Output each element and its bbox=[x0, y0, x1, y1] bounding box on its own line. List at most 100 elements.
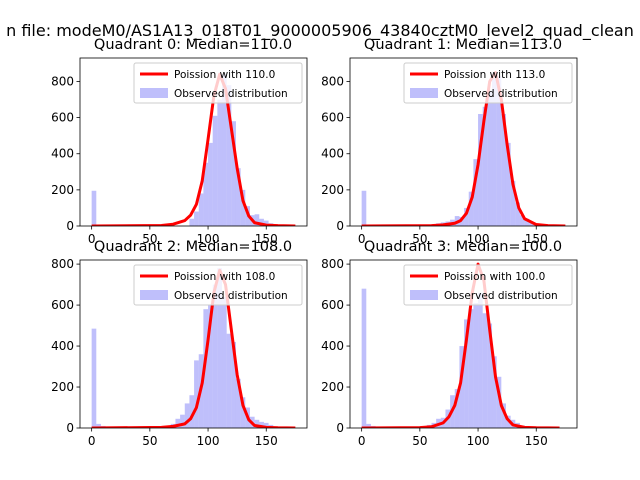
histogram-bar bbox=[263, 422, 269, 428]
histogram-bar bbox=[217, 99, 223, 226]
histogram-bar bbox=[366, 423, 371, 428]
histogram-bar bbox=[473, 159, 479, 226]
plot-area bbox=[361, 262, 560, 428]
y-tick-label: 600 bbox=[51, 298, 74, 312]
histogram-bar bbox=[473, 303, 479, 428]
histogram-bar bbox=[361, 190, 367, 226]
legend-box bbox=[133, 62, 303, 104]
histogram-bar bbox=[524, 218, 530, 226]
panel-title: Quadrant 2: Median=108.0 bbox=[94, 239, 292, 255]
histogram-bar bbox=[487, 90, 493, 226]
histogram-bar bbox=[505, 142, 511, 226]
histogram-bar bbox=[226, 85, 232, 226]
legend-label: Poission with 100.0 bbox=[444, 271, 545, 283]
panel-quadrant-0: Quadrant 0: Median=110.0 0 50 100 150 0 200 40… bbox=[51, 37, 308, 246]
axes-frame bbox=[349, 259, 578, 429]
y-tick-label: 0 bbox=[336, 219, 344, 233]
histogram-bar bbox=[464, 319, 469, 428]
y-tick-label: 400 bbox=[51, 147, 74, 161]
histogram-bar bbox=[496, 376, 502, 428]
axes-frame bbox=[79, 259, 308, 429]
histogram-bar bbox=[217, 268, 223, 428]
histogram-bar bbox=[189, 218, 195, 226]
legend-label: Observed distribution bbox=[444, 88, 558, 100]
histogram-bar bbox=[482, 106, 488, 226]
histogram-bar bbox=[259, 218, 264, 226]
y-tick-label: 800 bbox=[321, 257, 344, 271]
histogram-bar bbox=[464, 207, 469, 226]
legend-label: Observed distribution bbox=[174, 88, 288, 100]
y-tick-label: 200 bbox=[51, 183, 74, 197]
axes-frame bbox=[79, 57, 308, 227]
legend-label: Observed distribution bbox=[174, 290, 288, 302]
histogram-bar bbox=[529, 222, 534, 226]
histogram-bar bbox=[189, 395, 195, 428]
histogram-bar bbox=[91, 328, 97, 428]
panel-quadrant-1: Quadrant 1: Median=113.0 0 50 100 150 0 200 40… bbox=[321, 37, 578, 246]
histogram-bar bbox=[468, 191, 474, 226]
figure-suptitle: n file: modeM0/AS1A13_018T01_9000005906_… bbox=[6, 21, 634, 41]
legend-label: Poission with 113.0 bbox=[444, 69, 545, 81]
histogram-bar bbox=[91, 190, 97, 226]
x-tick-label: 150 bbox=[255, 232, 278, 246]
histogram-bar bbox=[361, 288, 367, 428]
histogram-bar bbox=[496, 76, 502, 226]
x-tick-label: 100 bbox=[197, 434, 220, 448]
axes-frame bbox=[349, 57, 578, 227]
histogram-bar bbox=[510, 180, 516, 226]
histogram-bar bbox=[203, 162, 209, 226]
histogram-bar bbox=[254, 214, 260, 226]
panel-quadrant-3: Quadrant 3: Median=100.0 0 50 100 150 0 200 40… bbox=[321, 239, 578, 448]
x-tick-label: 0 bbox=[358, 232, 366, 246]
y-tick-label: 0 bbox=[66, 219, 74, 233]
legend-patch-swatch bbox=[140, 290, 168, 300]
x-tick-label: 0 bbox=[358, 434, 366, 448]
histogram-bar bbox=[208, 142, 213, 226]
panel-quadrant-2: Quadrant 2: Median=108.0 0 50 100 150 0 200 40… bbox=[51, 239, 308, 448]
y-tick-label: 800 bbox=[51, 74, 74, 88]
histogram-bar bbox=[259, 421, 264, 428]
x-tick-label: 50 bbox=[142, 232, 157, 246]
y-tick-label: 200 bbox=[51, 380, 74, 394]
y-tick-label: 200 bbox=[321, 380, 344, 394]
x-tick-label: 100 bbox=[467, 434, 490, 448]
histogram-bar bbox=[501, 114, 506, 226]
histogram-bar bbox=[468, 309, 474, 428]
histogram-bar bbox=[184, 403, 190, 428]
y-tick-label: 600 bbox=[321, 111, 344, 125]
x-tick-label: 50 bbox=[412, 434, 427, 448]
x-tick-label: 150 bbox=[255, 434, 278, 448]
histogram-bar bbox=[459, 346, 465, 428]
histogram-bar bbox=[454, 389, 460, 428]
histogram-bar bbox=[235, 378, 241, 428]
y-tick-label: 200 bbox=[321, 183, 344, 197]
legend-box bbox=[133, 264, 303, 306]
histogram-bar bbox=[226, 333, 232, 428]
legend: Poission with 100.0 Observed distribution bbox=[403, 264, 573, 306]
legend-patch-swatch bbox=[410, 88, 438, 98]
x-tick-label: 50 bbox=[142, 434, 157, 448]
legend: Poission with 110.0 Observed distribution bbox=[133, 62, 303, 104]
y-tick-label: 600 bbox=[321, 298, 344, 312]
panel-title: Quadrant 1: Median=113.0 bbox=[364, 37, 562, 53]
histogram-bar bbox=[194, 211, 199, 226]
histogram-bar bbox=[231, 121, 236, 226]
histogram-bar bbox=[263, 220, 269, 226]
histogram-bar bbox=[492, 72, 497, 226]
x-tick-label: 150 bbox=[525, 434, 548, 448]
x-tick-label: 100 bbox=[467, 232, 490, 246]
x-tick-label: 100 bbox=[197, 232, 220, 246]
x-tick-label: 50 bbox=[412, 232, 427, 246]
panel-title: Quadrant 3: Median=100.0 bbox=[364, 239, 562, 255]
legend-box bbox=[403, 264, 573, 306]
histogram-bar bbox=[240, 189, 246, 226]
histogram-bar bbox=[482, 313, 488, 428]
histogram-bar bbox=[501, 403, 506, 428]
x-tick-label: 0 bbox=[88, 232, 96, 246]
poisson-curve bbox=[361, 262, 560, 428]
histogram-bar bbox=[478, 292, 483, 428]
histogram-bar bbox=[254, 419, 260, 428]
x-tick-label: 0 bbox=[88, 434, 96, 448]
histogram-bar bbox=[194, 360, 199, 428]
